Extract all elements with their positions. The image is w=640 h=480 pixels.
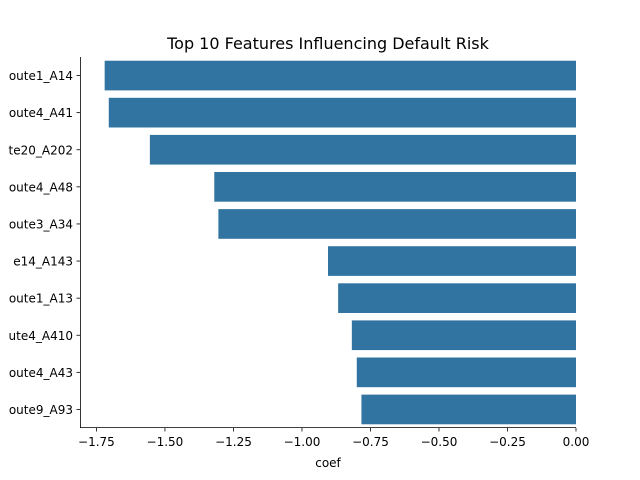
x-tick-label: −1.00 — [284, 435, 321, 449]
bar-7 — [338, 283, 576, 313]
y-tick-label: oute4_A41 — [9, 106, 73, 120]
y-tick-label: te20_A202 — [9, 143, 73, 157]
x-tick-label: −0.50 — [421, 435, 458, 449]
y-tick-label: oute9_A93 — [9, 403, 73, 417]
chart-title: Top 10 Features Influencing Default Risk — [166, 34, 490, 53]
bar-2 — [108, 97, 576, 128]
bar-4 — [214, 172, 576, 202]
x-tick-label: −1.25 — [215, 435, 252, 449]
bar-9 — [356, 357, 576, 388]
x-axis-label: coef — [315, 456, 341, 470]
bar-6 — [328, 246, 576, 276]
y-tick-label: oute1_A14 — [9, 69, 73, 83]
x-tick-label: −0.25 — [489, 435, 526, 449]
x-tick-label: −1.75 — [78, 435, 115, 449]
bars-group — [104, 60, 577, 425]
bar-1 — [104, 60, 576, 91]
x-tick-label: −0.75 — [352, 435, 389, 449]
y-axis-ticks: oute1_A14 oute4_A41 te20_A202 oute4_A48oute… — [9, 69, 80, 417]
x-tick-label: −1.50 — [147, 435, 184, 449]
y-tick-label: e14_A143 — [13, 255, 73, 269]
y-tick-label: ute4_A410 — [9, 329, 73, 343]
x-axis-ticks: −1.75 −1.50 −1.25 −1.00 −0.75 −0.50 −0.25 0.00 — [78, 428, 589, 449]
y-tick-label: oute4_A43 — [9, 366, 73, 380]
y-tick-label: oute1_A13 — [9, 292, 73, 306]
y-tick-label: oute3_A34 — [9, 217, 73, 231]
x-tick-label: 0.00 — [563, 435, 590, 449]
bar-10 — [361, 394, 576, 425]
y-tick-label: oute4_A48 — [9, 180, 73, 194]
bar-3 — [149, 134, 576, 165]
bar-5 — [218, 209, 577, 239]
bar-8 — [351, 320, 576, 351]
